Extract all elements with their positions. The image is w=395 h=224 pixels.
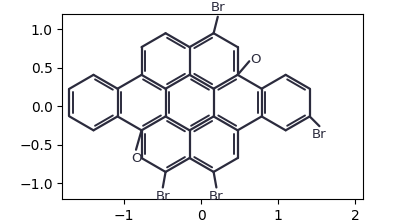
Text: O: O [250, 53, 261, 66]
Text: Br: Br [211, 1, 225, 14]
Text: Br: Br [312, 129, 327, 142]
Text: O: O [131, 152, 141, 166]
Text: Br: Br [209, 190, 224, 203]
Text: Br: Br [156, 190, 170, 203]
